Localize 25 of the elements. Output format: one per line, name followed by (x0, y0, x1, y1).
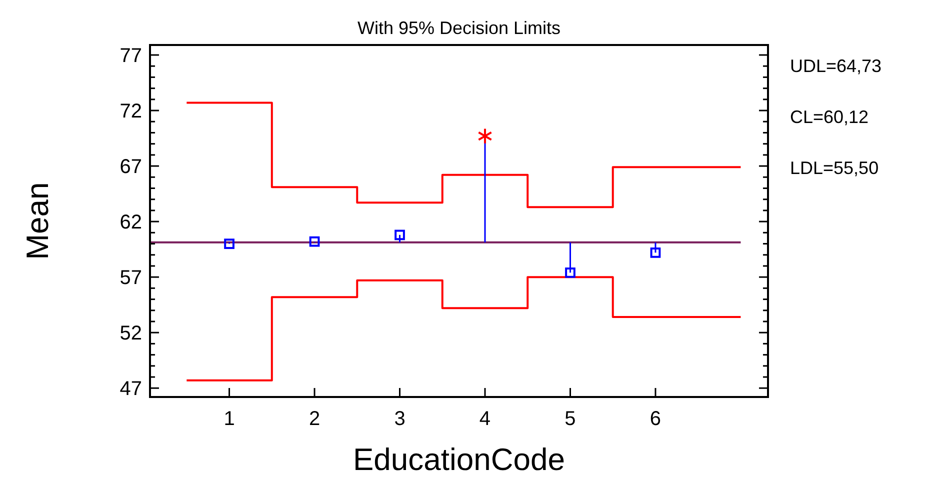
x-tick-label: 5 (564, 408, 576, 430)
x-tick-label: 2 (308, 408, 320, 430)
y-axis-title: Mean (20, 182, 55, 260)
x-tick-label: 3 (394, 408, 406, 430)
x-tick-label: 4 (479, 408, 491, 430)
y-tick-label: 77 (120, 44, 142, 67)
point (309, 236, 320, 247)
x-tick-label: 6 (650, 408, 662, 430)
point (478, 128, 492, 144)
y-tick-label: 62 (120, 212, 142, 234)
x-axis-title: EducationCode (353, 442, 565, 477)
x-tick-label: 1 (224, 408, 235, 430)
chart-title: With 95% Decision Limits (357, 18, 561, 38)
text: UDL=64,73 (790, 56, 882, 76)
y-tick-label: 67 (120, 156, 142, 178)
y-tick-label: 47 (120, 378, 142, 400)
text: LDL=55,50 (790, 158, 879, 178)
point (394, 230, 405, 240)
y-tick-label: 72 (120, 100, 142, 123)
point (224, 238, 234, 249)
text: CL=60,12 (790, 107, 869, 127)
point (565, 267, 576, 278)
point (650, 247, 661, 258)
y-tick-label: 57 (120, 267, 142, 290)
y-tick-label: 52 (120, 322, 142, 345)
